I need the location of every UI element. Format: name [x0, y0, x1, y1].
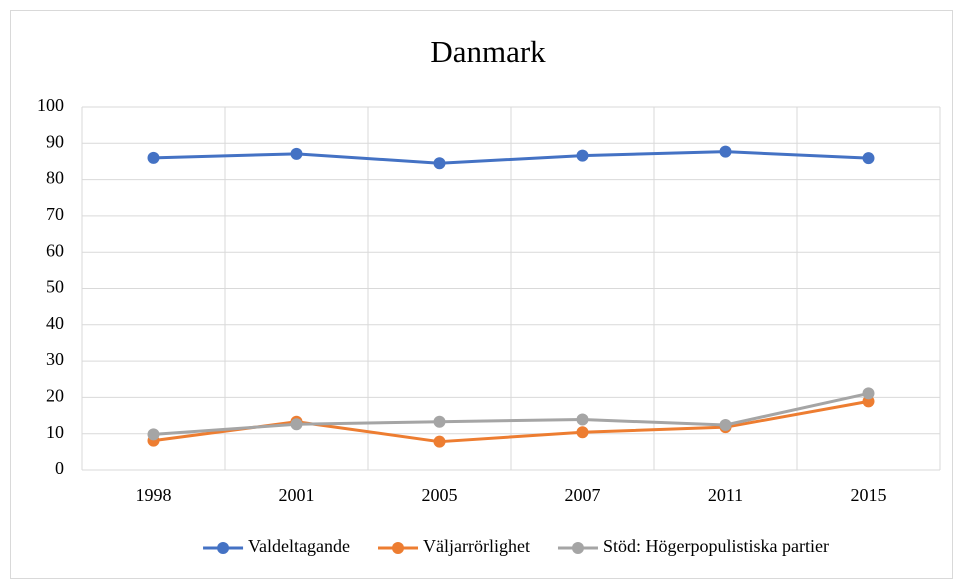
legend-label: Stöd: Högerpopulistiska partier [603, 536, 829, 556]
data-point [862, 387, 875, 400]
data-point [433, 415, 446, 428]
data-point [290, 147, 303, 160]
legend-marker [392, 542, 405, 554]
data-point [862, 152, 875, 165]
data-point [290, 418, 303, 431]
y-tick-label: 70 [46, 204, 64, 224]
data-point [576, 426, 589, 439]
series-line [153, 391, 869, 436]
data-point [433, 435, 446, 448]
x-tick-label: 2011 [708, 485, 743, 505]
y-tick-label: 40 [46, 313, 64, 333]
legend-label: Valdeltagande [248, 536, 350, 556]
legend-label: Väljarrörlighet [423, 536, 530, 556]
legend-marker [217, 542, 230, 554]
series-line [153, 150, 869, 165]
data-point [576, 149, 589, 162]
x-tick-label: 2005 [422, 485, 458, 505]
x-tick-label: 2015 [851, 485, 887, 505]
y-tick-label: 20 [46, 386, 64, 406]
data-point [719, 418, 732, 431]
data-point [147, 151, 160, 164]
y-tick-label: 80 [46, 168, 64, 188]
y-tick-label: 10 [46, 422, 64, 442]
chart-border [10, 10, 953, 579]
y-tick-label: 90 [46, 131, 64, 151]
legend-marker [571, 542, 584, 554]
data-point [147, 428, 160, 441]
y-tick-label: 0 [55, 458, 64, 478]
data-point [719, 145, 732, 158]
y-tick-label: 50 [46, 277, 64, 297]
data-point [433, 157, 446, 170]
y-tick-label: 100 [37, 95, 64, 115]
y-tick-label: 30 [46, 349, 64, 369]
legend: Valdeltagande Väljarrörlighet Stöd: Högerp… [203, 536, 829, 556]
y-tick-label: 60 [46, 240, 64, 260]
x-tick-label: 1998 [136, 485, 172, 505]
x-tick-label: 2001 [279, 485, 315, 505]
x-tick-label: 2007 [565, 485, 601, 505]
chart-title: Danmark [430, 34, 546, 69]
data-point [576, 413, 589, 426]
